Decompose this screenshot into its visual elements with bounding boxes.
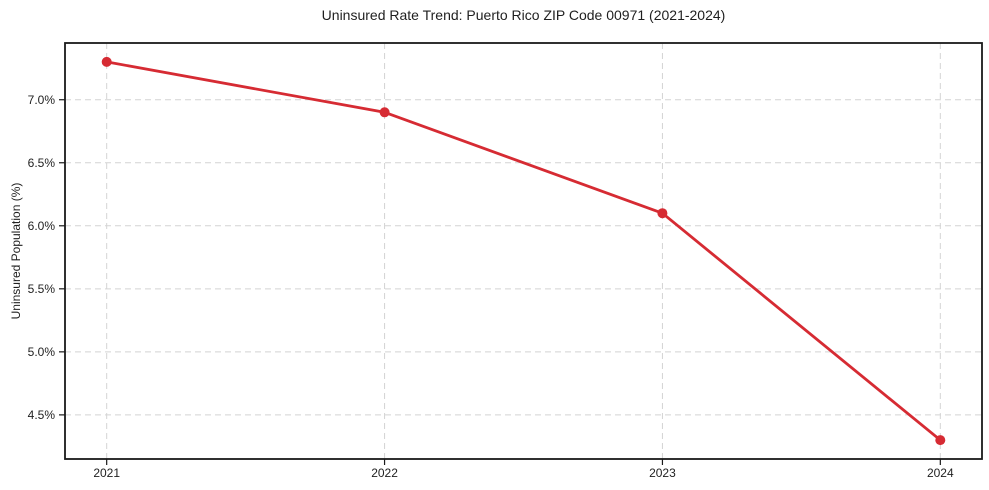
y-tick-label: 6.5% [28,156,56,170]
chart-title: Uninsured Rate Trend: Puerto Rico ZIP Co… [321,7,726,23]
x-tick-label: 2022 [371,466,398,480]
data-point-marker [935,435,946,446]
y-tick-label: 5.5% [28,282,56,296]
plot-border [64,42,983,460]
x-tick-label: 2024 [927,466,954,480]
trend-line [105,60,942,442]
y-tick-label: 6.0% [28,219,56,233]
data-point-marker [657,208,668,219]
x-tick-label: 2023 [649,466,676,480]
data-point-marker [101,56,112,67]
y-tick-label: 4.5% [28,408,56,422]
data-point-marker [379,107,390,118]
y-tick-label: 5.0% [28,345,56,359]
x-tick-label: 2021 [93,466,120,480]
y-tick-label: 7.0% [28,93,56,107]
